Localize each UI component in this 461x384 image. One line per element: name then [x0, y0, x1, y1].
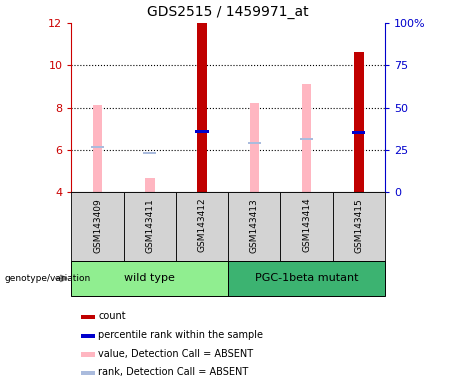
Bar — [197, 23, 207, 192]
Text: genotype/variation: genotype/variation — [5, 274, 91, 283]
Bar — [71, 192, 124, 261]
Bar — [302, 84, 311, 192]
Bar — [81, 352, 95, 357]
Bar — [354, 51, 364, 192]
Text: count: count — [98, 311, 126, 321]
Text: wild type: wild type — [124, 273, 175, 283]
Bar — [228, 261, 385, 296]
Bar — [81, 371, 95, 375]
Bar — [352, 131, 366, 134]
Bar — [228, 192, 280, 261]
Text: GSM143411: GSM143411 — [145, 198, 154, 253]
Bar — [81, 334, 95, 338]
Bar — [124, 192, 176, 261]
Bar — [145, 178, 154, 192]
Bar — [300, 138, 313, 140]
Text: GSM143414: GSM143414 — [302, 198, 311, 253]
Bar — [81, 315, 95, 319]
Bar — [333, 192, 385, 261]
Bar — [93, 106, 102, 192]
Bar — [249, 103, 259, 192]
Bar — [280, 192, 333, 261]
Bar — [91, 146, 104, 148]
Title: GDS2515 / 1459971_at: GDS2515 / 1459971_at — [148, 5, 309, 19]
Bar — [176, 192, 228, 261]
Bar — [143, 152, 156, 154]
Text: PGC-1beta mutant: PGC-1beta mutant — [255, 273, 358, 283]
Text: GSM143415: GSM143415 — [355, 198, 363, 253]
Text: GSM143413: GSM143413 — [250, 198, 259, 253]
Text: GSM143412: GSM143412 — [198, 198, 207, 253]
Text: GSM143409: GSM143409 — [93, 198, 102, 253]
Text: rank, Detection Call = ABSENT: rank, Detection Call = ABSENT — [98, 367, 248, 377]
Text: percentile rank within the sample: percentile rank within the sample — [98, 330, 263, 340]
Bar — [71, 261, 228, 296]
Bar — [248, 142, 261, 144]
Bar — [195, 130, 209, 133]
Text: value, Detection Call = ABSENT: value, Detection Call = ABSENT — [98, 349, 253, 359]
